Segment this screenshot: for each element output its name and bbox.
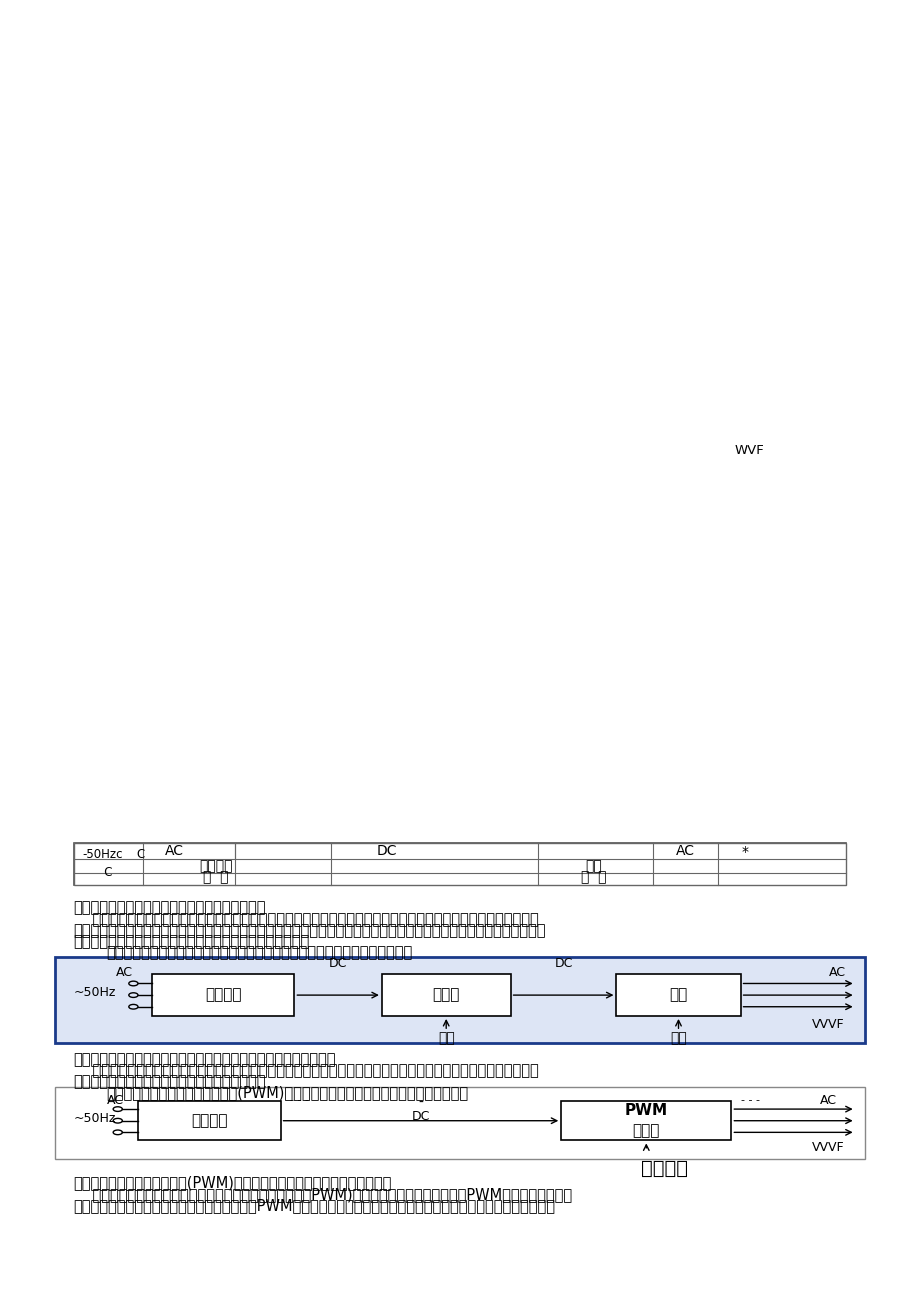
Text: 电力半导体器件，其输出谐波减少的程度取决于PWM的开关频率，而开关频率则受器件开关时间的限制。采用绝缘双极型: 电力半导体器件，其输出谐波减少的程度取决于PWM的开关频率，而开关频率则受器件开… [74, 1198, 555, 1214]
Text: 不控整流器整流、斩波器调压、再用逆变器调频的控制方式的特点：: 不控整流器整流、斩波器调压、再用逆变器调频的控制方式的特点： [74, 1053, 335, 1067]
Text: 斩波器: 斩波器 [432, 987, 460, 1003]
Text: AC: AC [828, 967, 845, 980]
Text: -50Hzc
   C: -50Hzc C [83, 848, 123, 879]
Text: WVF: WVF [734, 444, 764, 457]
Text: 环节采用晶闸管可控整流器，当电压调得较低时，电网端功率因数较低。而输出环节多用由晶闸管组成多拍逆变器，每周换: 环节采用晶闸管可控整流器，当电压调得较低时，电网端功率因数较低。而输出环节多用由… [74, 924, 546, 938]
Text: -: - [418, 1095, 423, 1110]
Text: AC: AC [675, 844, 694, 859]
Text: DC: DC [376, 844, 396, 859]
Text: - - -: - - - [740, 1095, 759, 1106]
Text: AC: AC [165, 844, 184, 859]
Text: ~50Hz: ~50Hz [74, 1112, 116, 1125]
FancyBboxPatch shape [74, 843, 845, 885]
Text: 不控整流: 不控整流 [191, 1114, 227, 1128]
Text: DC: DC [329, 958, 346, 971]
Text: 点；但输出逆变环节未变，仍有谐波较大的缺点；: 点；但输出逆变环节未变，仍有谐波较大的缺点； [74, 1075, 266, 1089]
FancyBboxPatch shape [561, 1101, 731, 1141]
FancyBboxPatch shape [381, 974, 510, 1016]
Text: VVVF: VVVF [811, 1019, 844, 1032]
Text: 在这种装置中，调压和调频在两个环节上分别进行，在控制电路上协调配合，结构简单，控制方便。但是，由于输入: 在这种装置中，调压和调频在两个环节上分别进行，在控制电路上协调配合，结构简单，控… [74, 912, 538, 928]
FancyBboxPatch shape [616, 974, 740, 1016]
FancyBboxPatch shape [74, 843, 845, 885]
FancyBboxPatch shape [55, 1088, 864, 1159]
Text: 调压调频: 调压调频 [641, 1159, 687, 1179]
Text: 调  压: 调 压 [203, 870, 229, 885]
Text: 相六次，输出的谐波较大，因此这类控制方式现在用的较少。: 相六次，输出的谐波较大，因此这类控制方式现在用的较少。 [74, 934, 310, 950]
FancyBboxPatch shape [138, 1101, 280, 1141]
Text: DC: DC [412, 1110, 429, 1123]
Text: AC: AC [107, 1094, 123, 1107]
Text: 逆变: 逆变 [669, 987, 686, 1003]
Text: 在这类装置中，用不控整流，则输入功率因数不变；用（PWM)逆变，则输出谐波可以减小。PWM逆变器需要全控型: 在这类装置中，用不控整流，则输入功率因数不变；用（PWM)逆变，则输出谐波可以减… [74, 1187, 571, 1202]
Text: PWM
逆变器: PWM 逆变器 [624, 1103, 667, 1138]
Text: 调  频: 调 频 [580, 870, 606, 885]
Text: - - -: - - - [289, 1095, 309, 1106]
Text: 可控整流: 可控整流 [199, 859, 233, 873]
Text: 调频: 调频 [669, 1032, 686, 1045]
Text: 不控整流: 不控整流 [205, 987, 241, 1003]
Text: VVVF: VVVF [811, 1141, 844, 1154]
Text: ~50Hz: ~50Hz [74, 986, 116, 999]
FancyBboxPatch shape [152, 974, 294, 1016]
Text: DC: DC [554, 958, 572, 971]
Text: 可控整流器调压、逆变器调频的控制方式的特点：: 可控整流器调压、逆变器调频的控制方式的特点： [74, 900, 266, 915]
Text: 调压: 调压 [437, 1032, 454, 1045]
FancyBboxPatch shape [55, 956, 864, 1043]
Text: 采用不控整流器整流、斩波器调压、再用逆变器调频的控制方式，其结构框图。: 采用不控整流器整流、斩波器调压、再用逆变器调频的控制方式，其结构框图。 [106, 946, 412, 960]
Text: *: * [741, 846, 748, 860]
Text: C: C [137, 848, 144, 861]
Text: 整流环节采用二极管不控整流器，只整流不调压，再单独设置斩波器，用脉宽调压，这种方法克服功率因数较低的缺: 整流环节采用二极管不控整流器，只整流不调压，再单独设置斩波器，用脉宽调压，这种方… [74, 1063, 538, 1079]
Text: AC: AC [116, 967, 132, 980]
Text: 采用不控制整流器整流、脉宽调制(PWM)逆变器同时调压调频的控制方式，其结构框图。: 采用不控制整流器整流、脉宽调制(PWM)逆变器同时调压调频的控制方式，其结构框图… [106, 1085, 468, 1101]
Text: AC: AC [819, 1094, 835, 1107]
Text: 逆变: 逆变 [584, 859, 601, 873]
Text: 不控制整流器整流、脉宽调制(PWM)逆变器同时调压调频的控制方式的特点：: 不控制整流器整流、脉宽调制(PWM)逆变器同时调压调频的控制方式的特点： [74, 1175, 391, 1190]
